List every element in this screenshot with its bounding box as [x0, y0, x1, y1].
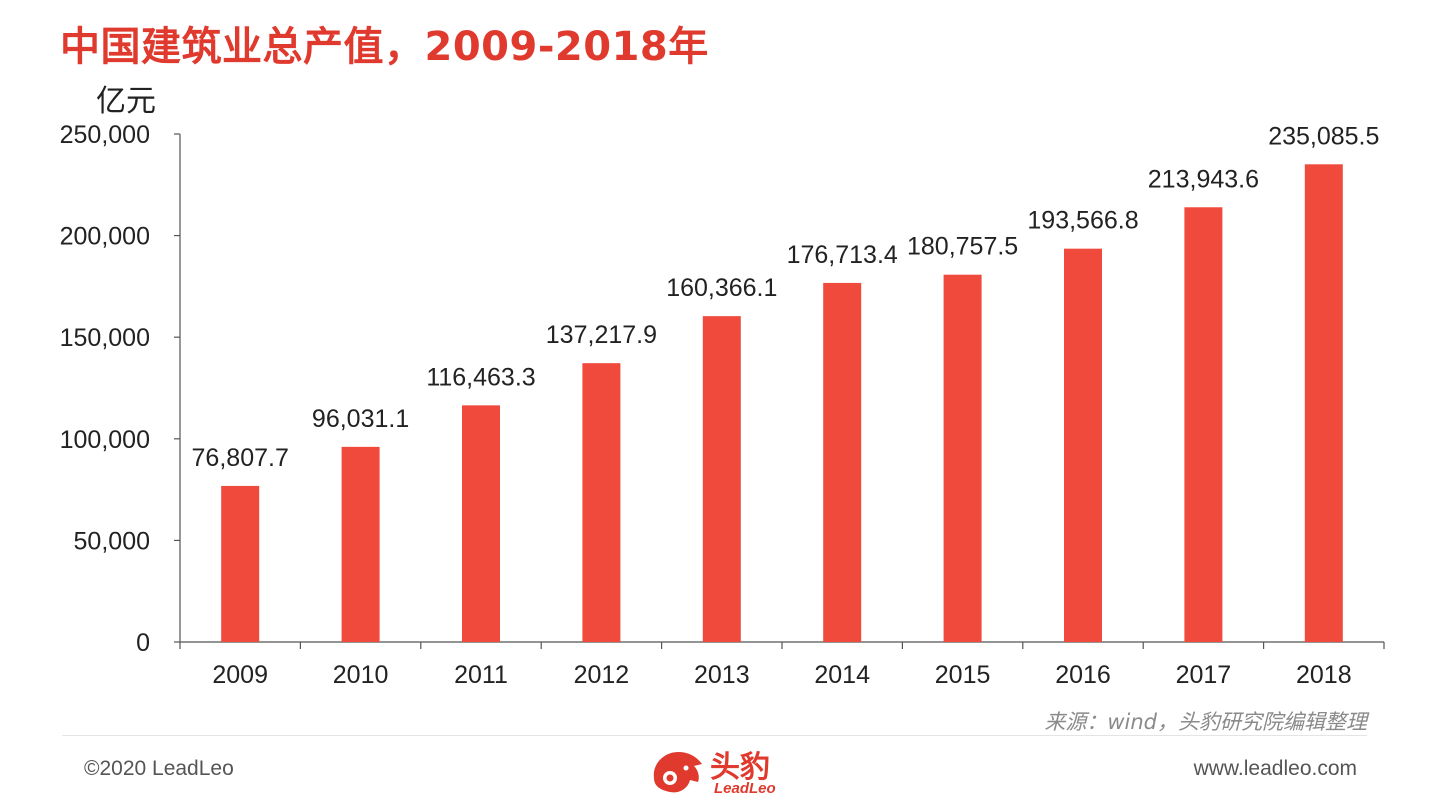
- x-tick-label: 2013: [694, 661, 750, 689]
- x-tick-label: 2012: [574, 661, 630, 689]
- bar-chart: 0 50,000 100,000 150,000 200,000 250,000 76,8…: [60, 121, 1385, 689]
- bar: [1064, 248, 1102, 643]
- data-label: 116,463.3: [426, 363, 535, 391]
- data-label: 160,366.1: [666, 274, 777, 302]
- y-tick-label: 50,000: [74, 527, 150, 555]
- data-label: 213,943.6: [1148, 165, 1259, 193]
- x-tick-label: 2018: [1296, 661, 1352, 689]
- leadleo-logo: 头豹 LeadLeo: [648, 742, 788, 800]
- bar: [1304, 164, 1343, 642]
- y-tick-label: 100,000: [60, 426, 150, 454]
- y-tick-label: 150,000: [60, 324, 150, 352]
- data-label: 96,031.1: [312, 405, 409, 433]
- x-tick-label: 2014: [814, 661, 870, 689]
- page-title: 中国建筑业总产值，2009-2018年: [60, 24, 709, 70]
- leopard-icon: [653, 752, 702, 793]
- x-tick-label: 2017: [1176, 661, 1232, 689]
- bar: [582, 363, 621, 642]
- y-tick-label: 250,000: [60, 121, 150, 149]
- bar: [1184, 207, 1223, 642]
- bar: [823, 282, 862, 642]
- data-label: 235,085.5: [1268, 122, 1379, 150]
- bar: [221, 485, 260, 642]
- source-note: 来源：wind，头豹研究院编辑整理: [1044, 710, 1367, 734]
- y-tick-label: 200,000: [60, 223, 150, 251]
- data-label: 137,217.9: [546, 321, 657, 349]
- x-tick-label: 2015: [935, 661, 991, 689]
- website-link[interactable]: www.leadleo.com: [1193, 757, 1357, 780]
- y-tick-label: 0: [136, 629, 150, 657]
- x-tick-label: 2011: [454, 661, 508, 689]
- logo-chinese-text: 头豹: [710, 750, 770, 785]
- x-tick-label: 2010: [333, 661, 389, 689]
- data-label: 193,566.8: [1027, 207, 1138, 235]
- bar: [943, 274, 982, 642]
- logo-english-text: LeadLeo: [714, 780, 776, 797]
- footer-divider: [62, 735, 1367, 736]
- data-label: 180,757.5: [907, 233, 1018, 261]
- data-label: 76,807.7: [192, 444, 289, 472]
- copyright-text: ©2020 LeadLeo: [84, 757, 234, 780]
- bar: [341, 446, 380, 642]
- bar: [462, 405, 500, 642]
- y-axis-unit: 亿元: [96, 84, 156, 119]
- x-tick-label: 2016: [1055, 661, 1111, 689]
- data-label: 176,713.4: [787, 241, 898, 269]
- x-tick-label: 2009: [212, 661, 268, 689]
- bar: [702, 316, 741, 642]
